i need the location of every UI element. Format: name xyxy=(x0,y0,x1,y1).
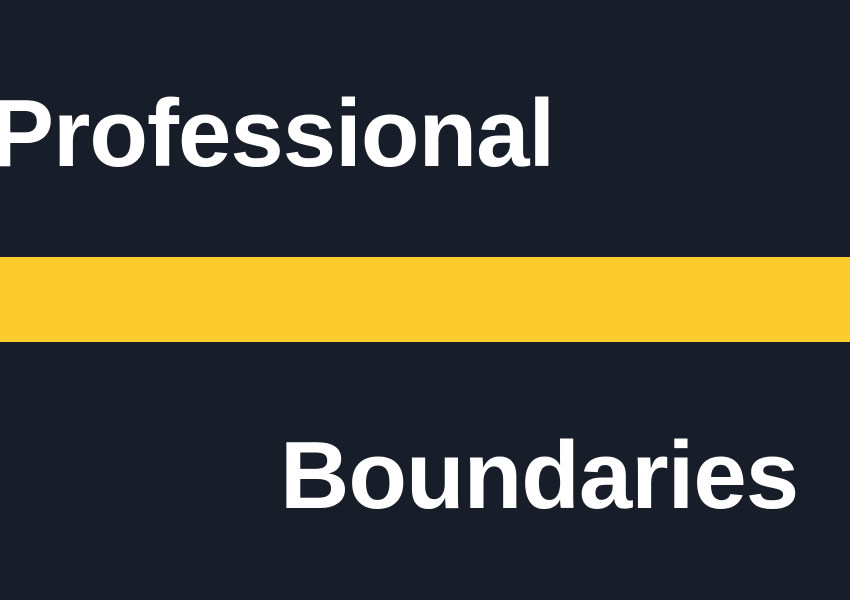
title-word-professional: Professional xyxy=(0,80,555,187)
accent-stripe xyxy=(0,257,850,342)
title-word-boundaries: Boundaries xyxy=(280,422,799,529)
